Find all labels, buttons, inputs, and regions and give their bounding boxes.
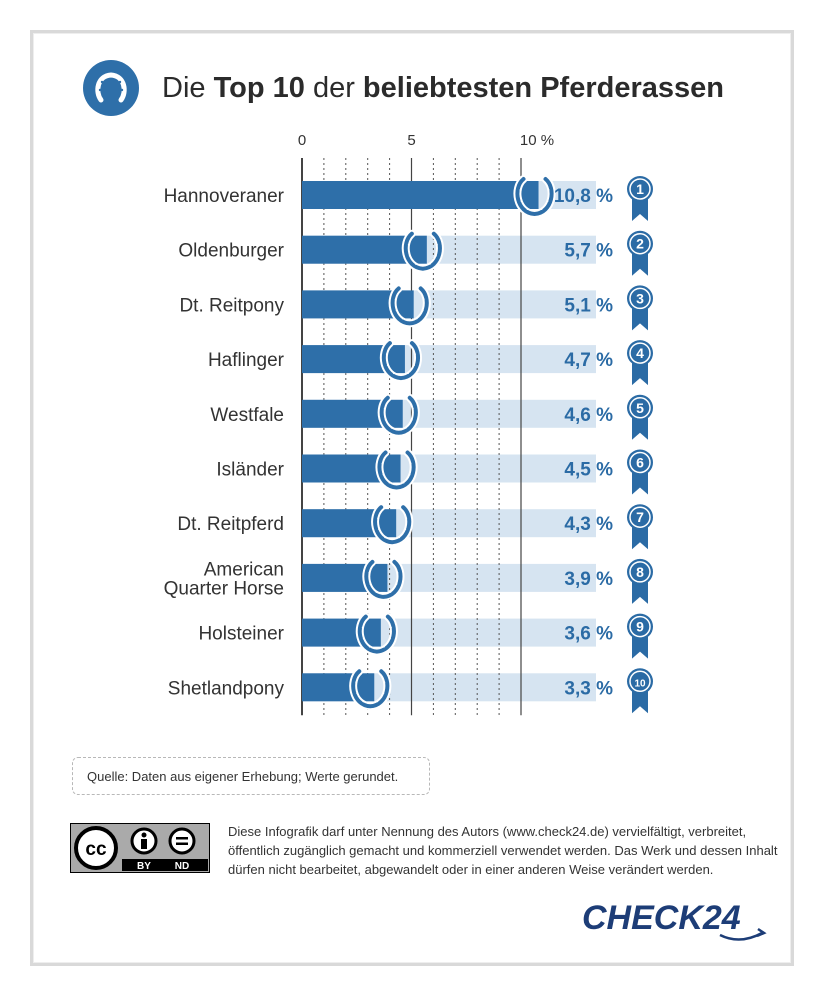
rank-number: 10 [634,678,646,689]
horseshoe-marker-icon [401,229,444,273]
title-part: der [304,71,363,104]
rank-number: 9 [636,619,644,635]
rank-number: 1 [636,181,644,197]
rank-number: 5 [636,400,644,416]
check24-logo[interactable]: CHECK24 [580,895,770,945]
bar [302,181,539,209]
category-label: Isländer [216,460,284,481]
horseshoe-marker-icon [371,503,414,547]
bar [302,618,381,647]
source-note: Quelle: Daten aus eigener Erhebung; Wert… [72,757,430,795]
cc-label: cc [85,839,107,860]
horseshoe-marker-icon [513,175,556,219]
rank-badge-icon: 4 [627,340,653,386]
rank-badge-icon: 7 [627,504,653,550]
cc-by-nd-badge: cc BY ND [70,823,210,873]
rank-badge-icon: 2 [627,230,653,276]
bar-chart: 0 5 10 % Hannoveraner 10,8 % 1 Oldenburger 5,7 … [164,132,653,716]
rank-badge-icon: 6 [627,449,653,495]
tick-label: 0 [298,132,306,149]
rank-badge-icon: 8 [627,558,653,604]
value-label: 5,7 % [564,241,613,262]
source-text: Quelle: Daten aus eigener Erhebung; Wert… [87,768,399,784]
rank-badge-icon: 10 [627,668,653,714]
value-label: 4,7 % [564,350,613,371]
rank-number: 7 [636,509,644,525]
horseshoe-marker-icon [362,557,405,601]
bar [302,673,375,702]
horseshoe-marker-icon [355,612,398,656]
title-part-bold: beliebtesten Pferderassen [362,71,724,104]
value-label: 4,3 % [564,514,613,535]
horseshoe-marker-icon [388,284,431,328]
value-label: 4,6 % [564,405,613,426]
license-text: Diese Infografik darf unter Nennung des … [228,824,778,877]
category-label: Haflinger [208,350,285,371]
horseshoe-marker-icon [377,393,420,437]
category-label: Dt. Reitpferd [177,514,284,535]
value-label: 4,5 % [564,460,613,481]
horseshoe-icon [83,60,139,116]
page-title: Die Top 10 der beliebtesten Pferderassen [162,72,724,105]
header: Die Top 10 der beliebtesten Pferderassen [82,58,724,118]
by-label: BY [137,861,151,872]
category-label: American [204,559,284,580]
value-label: 3,3 % [564,678,613,699]
rank-badge-icon: 1 [627,176,653,221]
infographic-frame [30,30,794,966]
equals-icon [168,827,196,855]
category-label: Westfale [210,405,284,426]
rank-number: 4 [636,345,644,361]
logo-text: CHECK24 [582,899,741,937]
category-label: Hannoveraner [164,186,285,207]
value-label: 3,6 % [564,624,613,645]
category-label: Holsteiner [198,624,284,645]
rank-number: 8 [636,564,644,580]
bar [302,563,388,592]
tick-label: 5 [407,132,415,149]
value-label: 10,8 % [554,186,613,207]
nd-label: ND [175,861,189,872]
rank-number: 3 [636,290,644,306]
horseshoe-marker-icon [375,448,418,492]
title-part-bold: Top 10 [213,71,305,104]
rank-number: 2 [636,236,644,252]
value-label: 3,9 % [564,569,613,590]
category-label: Quarter Horse [164,578,284,599]
horseshoe-marker-icon [349,667,392,711]
title-part: Die [162,71,214,104]
rank-badge-icon: 5 [627,394,653,440]
category-label: Shetlandpony [168,678,285,699]
value-label: 5,1 % [564,295,613,316]
category-label: Dt. Reitpony [179,295,284,316]
rank-badge-icon: 9 [627,613,653,659]
rank-badge-icon: 3 [627,285,653,331]
category-label: Oldenburger [178,241,284,262]
horseshoe-marker-icon [379,339,423,383]
tick-label: 10 % [520,132,554,149]
rank-number: 6 [636,455,644,471]
